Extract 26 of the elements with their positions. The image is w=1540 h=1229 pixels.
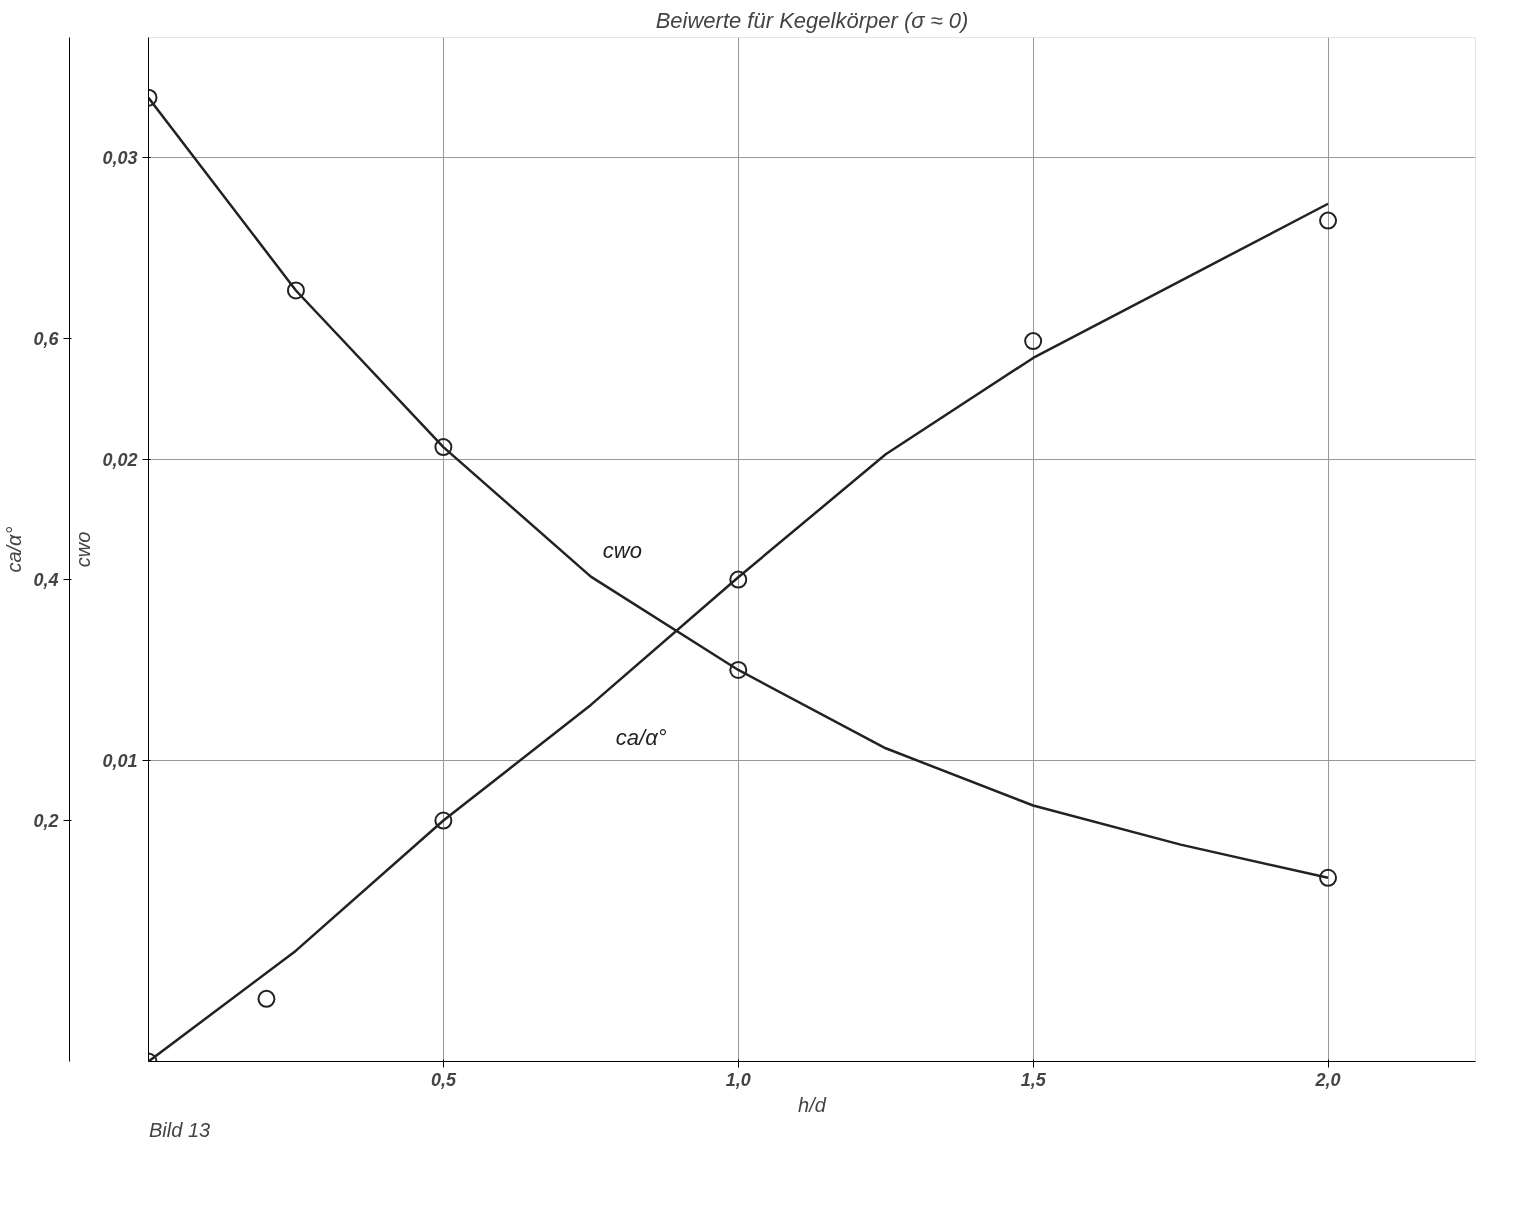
point bbox=[434, 811, 453, 830]
y2-tick-label: 0,6 bbox=[33, 329, 60, 350]
point bbox=[1024, 332, 1043, 351]
x-tick-label: 1,0 bbox=[725, 1069, 751, 1090]
y-tick-label: 0,03 bbox=[102, 148, 138, 169]
x-tick-label: 1,5 bbox=[1020, 1069, 1047, 1090]
text: Bild 13 bbox=[149, 1118, 211, 1141]
series-label: ca/α° bbox=[615, 724, 667, 750]
y2-tick-label: 0,4 bbox=[33, 570, 59, 591]
point bbox=[257, 989, 276, 1008]
point bbox=[434, 438, 453, 457]
point bbox=[1319, 868, 1338, 887]
y2-axis-title: ca/α° bbox=[3, 526, 26, 573]
x-tick-label: 2,0 bbox=[1314, 1069, 1341, 1090]
y-axis-title: cwo bbox=[72, 531, 95, 568]
y-tick-label: 0,01 bbox=[102, 750, 138, 771]
x-tick-label: 0,5 bbox=[430, 1069, 457, 1090]
point bbox=[729, 660, 748, 679]
series-label: cwo bbox=[602, 537, 642, 563]
x-axis-title: h/d bbox=[798, 1093, 827, 1116]
y2-tick-label: 0,2 bbox=[33, 811, 59, 832]
chart-title: Beiwerte für Kegelkörper (σ ≈ 0) bbox=[655, 7, 969, 33]
y-tick-label: 0,02 bbox=[102, 449, 138, 470]
point bbox=[729, 570, 748, 589]
point bbox=[286, 281, 305, 300]
point bbox=[1319, 211, 1338, 230]
